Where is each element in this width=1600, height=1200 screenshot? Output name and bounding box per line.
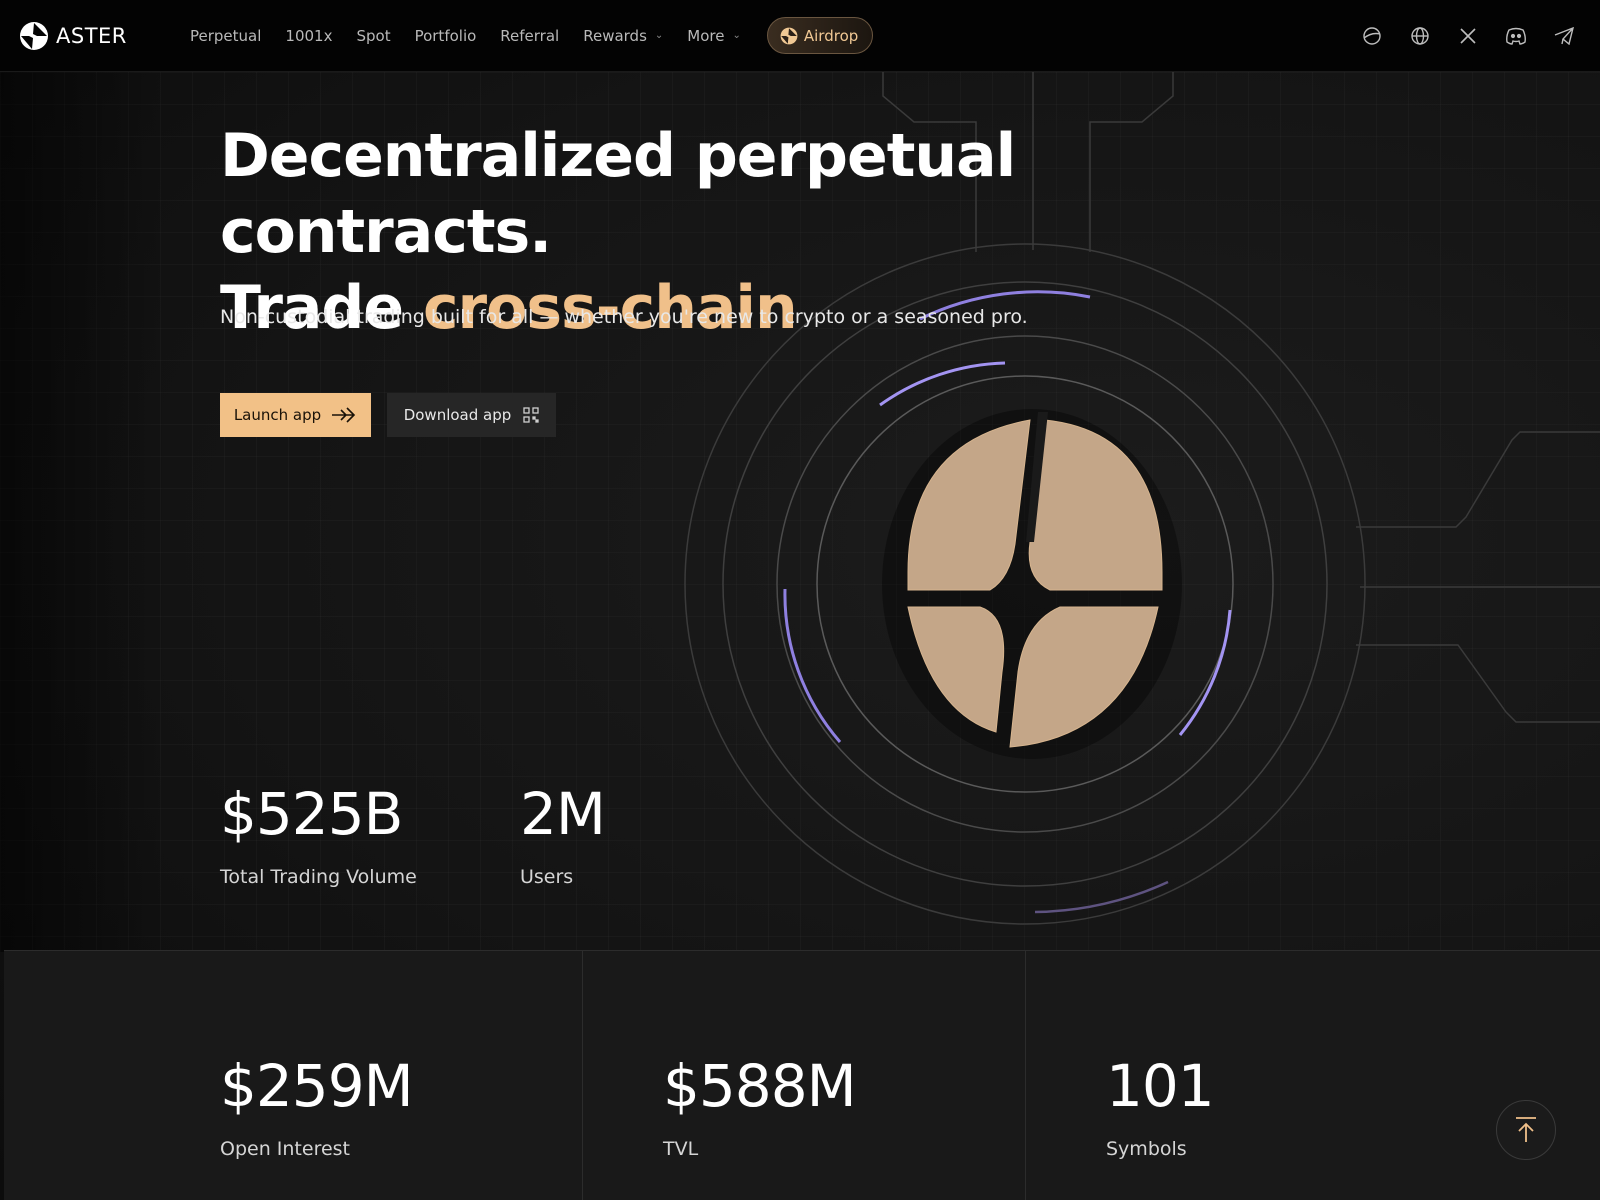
airdrop-label: Airdrop bbox=[803, 26, 859, 45]
hero-title-prefix: Trade bbox=[220, 273, 423, 343]
nav-link-label: Referral bbox=[500, 26, 560, 45]
nav-link-perpetual[interactable]: Perpetual bbox=[190, 27, 261, 45]
chevron-down-icon: ⌄ bbox=[654, 30, 664, 41]
nav-link-label: Spot bbox=[356, 26, 391, 45]
nav-link-more[interactable]: More ⌄ bbox=[687, 27, 741, 45]
stat-open-interest-label: Open Interest bbox=[220, 1138, 351, 1160]
stats-divider bbox=[1025, 950, 1026, 1200]
globe-icon[interactable] bbox=[1396, 16, 1444, 56]
scroll-to-top-button[interactable] bbox=[1496, 1100, 1556, 1160]
stat-tvl-value: $588M bbox=[663, 1052, 857, 1120]
stat-symbols-value: 101 bbox=[1106, 1052, 1215, 1120]
left-shade bbox=[0, 72, 170, 952]
nav-link-referral[interactable]: Referral bbox=[500, 27, 559, 45]
social-icons bbox=[1348, 0, 1588, 72]
brand-name: ASTER bbox=[56, 23, 127, 48]
top-nav: ASTER Perpetual 1001x Spot Portfolio Ref… bbox=[0, 0, 1600, 72]
aster-logo-icon bbox=[780, 27, 798, 44]
hero-title-line2: Trade cross-chain bbox=[220, 270, 1320, 346]
launch-app-button[interactable]: Launch app bbox=[220, 393, 371, 437]
launch-app-label: Launch app bbox=[233, 406, 322, 424]
chevron-down-icon: ⌄ bbox=[732, 30, 741, 41]
nav-link-label: More bbox=[687, 26, 725, 45]
arrow-up-icon bbox=[1516, 1117, 1536, 1142]
stat-tvl-label: TVL bbox=[663, 1138, 699, 1160]
x-icon[interactable] bbox=[1444, 16, 1492, 56]
hero-title: Decentralized perpetual contracts. Trade… bbox=[220, 118, 1320, 346]
discord-icon[interactable] bbox=[1492, 16, 1540, 56]
stat-users-value: 2M bbox=[520, 780, 606, 848]
stat-symbols-label: Symbols bbox=[1106, 1138, 1187, 1160]
stats-band bbox=[4, 950, 1600, 1200]
brand[interactable]: ASTER bbox=[19, 21, 169, 51]
airdrop-button[interactable]: Airdrop bbox=[766, 17, 874, 54]
hero-title-line1: Decentralized perpetual contracts. bbox=[220, 121, 1016, 267]
nav-link-label: 1001x bbox=[285, 26, 333, 45]
hero-orb-graphic bbox=[684, 72, 1600, 925]
aster-logo-icon bbox=[20, 21, 48, 50]
nav-link-1001x[interactable]: 1001x bbox=[285, 27, 332, 45]
nav-links: Perpetual 1001x Spot Portfolio Referral … bbox=[190, 17, 874, 54]
nav-link-spot[interactable]: Spot bbox=[356, 27, 390, 45]
grid-background bbox=[0, 72, 1600, 952]
hero-subtitle: Non-custodial trading built for all — wh… bbox=[220, 306, 1028, 328]
nav-link-portfolio[interactable]: Portfolio bbox=[415, 27, 477, 45]
stat-open-interest-value: $259M bbox=[220, 1052, 414, 1120]
download-app-button[interactable]: Download app bbox=[387, 393, 556, 437]
telegram-icon[interactable] bbox=[1540, 16, 1588, 56]
stats-divider bbox=[582, 950, 583, 1200]
nav-link-label: Portfolio bbox=[414, 26, 477, 45]
hero-title-accent: cross-chain bbox=[422, 273, 798, 343]
arrow-right-icon bbox=[332, 407, 356, 423]
stat-total-volume-label: Total Trading Volume bbox=[220, 866, 417, 888]
nav-link-label: Perpetual bbox=[190, 26, 262, 45]
nav-link-rewards[interactable]: Rewards ⌄ bbox=[583, 27, 663, 45]
planet-icon[interactable] bbox=[1348, 16, 1396, 56]
qr-code-icon bbox=[523, 407, 539, 423]
stat-total-volume-value: $525B bbox=[220, 780, 403, 848]
download-app-label: Download app bbox=[403, 406, 512, 424]
nav-link-label: Rewards bbox=[583, 26, 647, 45]
stat-users-label: Users bbox=[520, 866, 574, 888]
